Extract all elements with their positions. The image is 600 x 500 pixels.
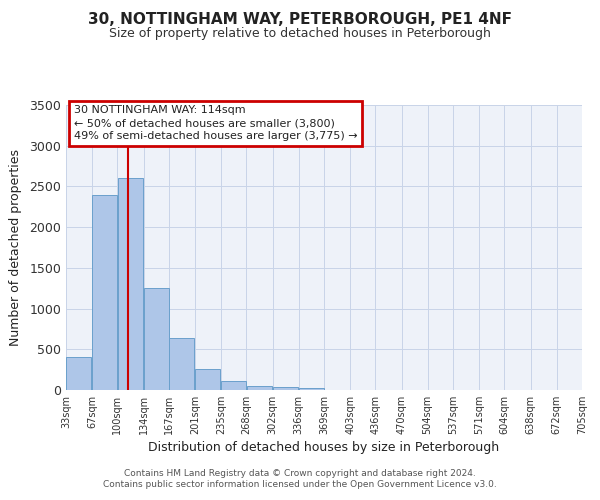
Bar [144,288,169,390]
Text: Size of property relative to detached houses in Peterborough: Size of property relative to detached ho… [109,28,491,40]
Bar [118,178,143,390]
Bar [273,386,298,390]
Bar [247,386,272,390]
Bar [195,369,220,390]
Text: Contains HM Land Registry data © Crown copyright and database right 2024.: Contains HM Land Registry data © Crown c… [124,468,476,477]
Y-axis label: Number of detached properties: Number of detached properties [10,149,22,346]
Bar [92,194,117,390]
Text: 30, NOTTINGHAM WAY, PETERBOROUGH, PE1 4NF: 30, NOTTINGHAM WAY, PETERBOROUGH, PE1 4N… [88,12,512,28]
Text: Contains public sector information licensed under the Open Government Licence v3: Contains public sector information licen… [103,480,497,489]
Text: 30 NOTTINGHAM WAY: 114sqm
← 50% of detached houses are smaller (3,800)
49% of se: 30 NOTTINGHAM WAY: 114sqm ← 50% of detac… [74,105,358,142]
Bar [169,338,194,390]
Bar [221,381,246,390]
Bar [66,358,91,390]
X-axis label: Distribution of detached houses by size in Peterborough: Distribution of detached houses by size … [148,441,500,454]
Bar [299,388,324,390]
